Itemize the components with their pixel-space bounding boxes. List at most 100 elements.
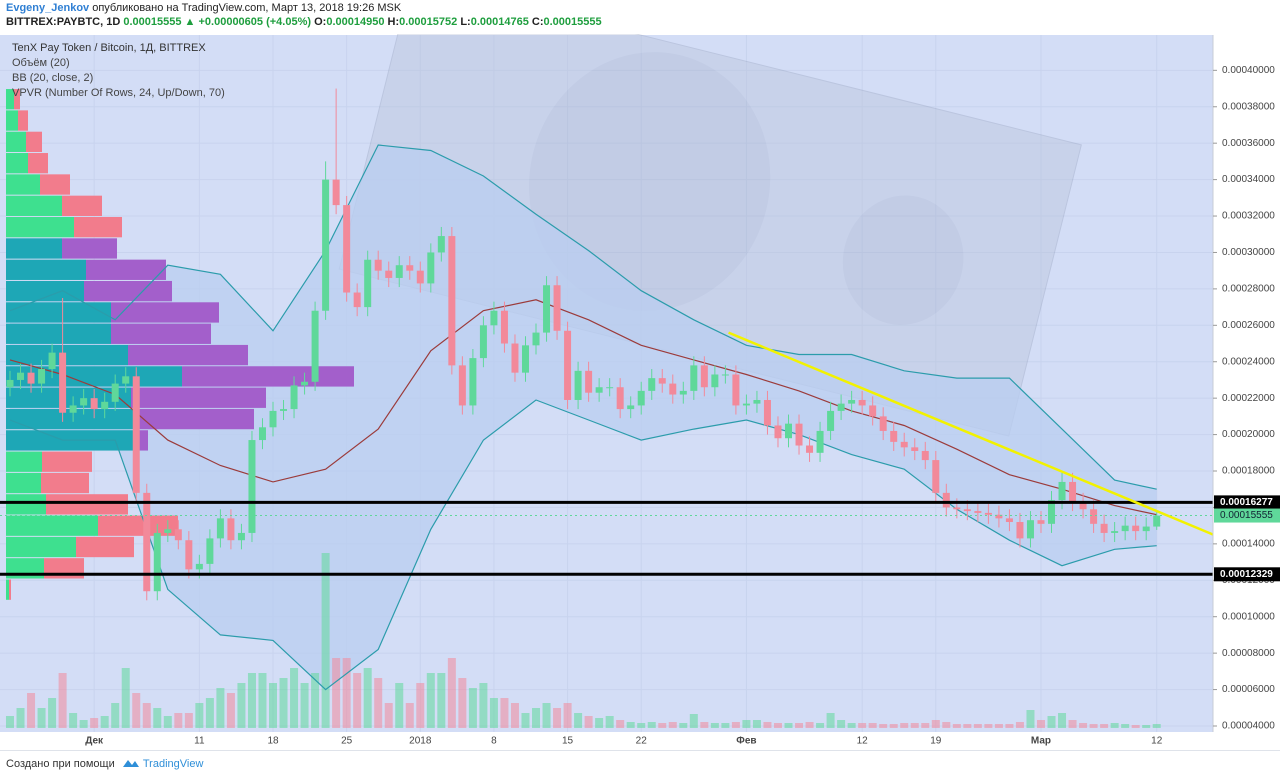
volume-bar (532, 708, 541, 728)
x-tick-label: 25 (341, 736, 353, 747)
x-tick-label: Фев (736, 736, 756, 747)
candle-body (395, 265, 403, 278)
candle-body (427, 252, 435, 284)
y-tick-label: 0.00032000 (1222, 211, 1275, 222)
brand-logo (122, 760, 139, 767)
candle-body (374, 259, 382, 271)
bill-portrait (529, 52, 771, 311)
brand-link[interactable]: TradingView (142, 758, 204, 770)
candle-body (785, 423, 793, 439)
profile-down (62, 238, 117, 259)
last-price-label: 0.00015555 (1220, 510, 1273, 521)
volume-bar (879, 724, 888, 728)
profile-down (46, 494, 128, 515)
profile-up (6, 451, 42, 472)
candle-body (1079, 501, 1087, 510)
candle-body (1037, 520, 1045, 524)
author[interactable]: Evgeny_Jenkov (6, 2, 90, 14)
volume-bar (311, 673, 320, 728)
volume-bar (342, 658, 351, 728)
profile-down (41, 472, 89, 494)
candle-body (816, 430, 824, 453)
volume-bar (584, 716, 593, 728)
candle-body (1048, 500, 1056, 524)
symbol: BITTREX:PAYBTC, 1D (6, 16, 121, 28)
volume-bar (205, 698, 214, 728)
x-tick-label: Мар (1031, 736, 1051, 747)
last-price-badge (1214, 508, 1280, 523)
volume-bar (100, 716, 109, 728)
volume-bar (290, 668, 299, 728)
candle-body (143, 492, 151, 592)
footer-text: Создано при помощи (6, 758, 115, 770)
x-tick-label: 15 (562, 736, 574, 747)
volume-bar (921, 723, 930, 728)
header-line: Evgeny_Jenkov опубликовано на TradingVie… (6, 1, 1280, 15)
volume-bar (900, 723, 909, 728)
volume-bar (668, 722, 677, 728)
profile-up (6, 387, 131, 408)
candle-body (353, 292, 361, 308)
volume-bar (910, 723, 919, 728)
bill-seal (842, 195, 964, 325)
profile-up (6, 153, 28, 174)
volume-bar (1047, 716, 1056, 728)
volume-bar (58, 673, 67, 728)
volume-bar (963, 724, 972, 728)
candle-body (795, 423, 803, 446)
volume-bar (458, 678, 467, 728)
volume-bar (416, 683, 425, 728)
candle-body (343, 205, 351, 293)
profile-up (6, 238, 62, 259)
profile-up (6, 216, 74, 238)
volume-bar (1079, 723, 1088, 728)
candle-body (437, 236, 445, 253)
candle-body (511, 343, 519, 373)
candle-body (753, 399, 761, 404)
volume-bar (132, 693, 141, 728)
candle-body (806, 445, 814, 453)
profile-down (98, 515, 178, 536)
x-tick-label: 18 (267, 736, 279, 747)
candle-body (879, 416, 887, 431)
candle-body (953, 507, 961, 510)
candle-body (90, 398, 98, 410)
volume-bar (279, 678, 288, 728)
x-tick-label: 12 (1151, 736, 1163, 747)
candle-body (869, 405, 877, 417)
profile-down (28, 153, 48, 174)
last-price: 0.00015555 (123, 16, 182, 28)
profile-down (18, 110, 28, 131)
y-tick-label: 0.00034000 (1222, 174, 1275, 185)
volume-bar (321, 553, 330, 728)
volume-bar (90, 718, 99, 728)
volume-bar (826, 713, 835, 728)
volume-bar (616, 720, 625, 728)
volume-bar (973, 724, 982, 728)
x-tick-label: 12 (857, 736, 869, 747)
y-tick-label: 0.00038000 (1222, 101, 1275, 112)
x-tick-label: 8 (491, 736, 497, 747)
candle-body (216, 518, 224, 539)
candle-body (1090, 509, 1098, 524)
candle-body (385, 270, 393, 278)
candle-body (1026, 520, 1034, 539)
candle-body (963, 509, 971, 512)
candle-body (174, 529, 182, 541)
volume-bar (752, 720, 761, 728)
y-tick-label: 0.00018000 (1222, 466, 1275, 477)
candle-body (364, 259, 372, 308)
candle-body (921, 450, 929, 461)
volume-bar (700, 722, 709, 728)
ohlc-label: O: (314, 16, 327, 28)
band-line (9, 399, 1157, 691)
candle-body (164, 529, 172, 533)
candle-body (269, 410, 277, 428)
volume-bar (374, 678, 383, 728)
candle-body (827, 410, 835, 431)
volume-bar (563, 703, 572, 728)
change: ▲ +0.00000605 (+4.05%) (184, 16, 312, 28)
candle-body (227, 518, 235, 541)
volume-bar (847, 723, 856, 728)
volume-bar (1036, 720, 1045, 728)
